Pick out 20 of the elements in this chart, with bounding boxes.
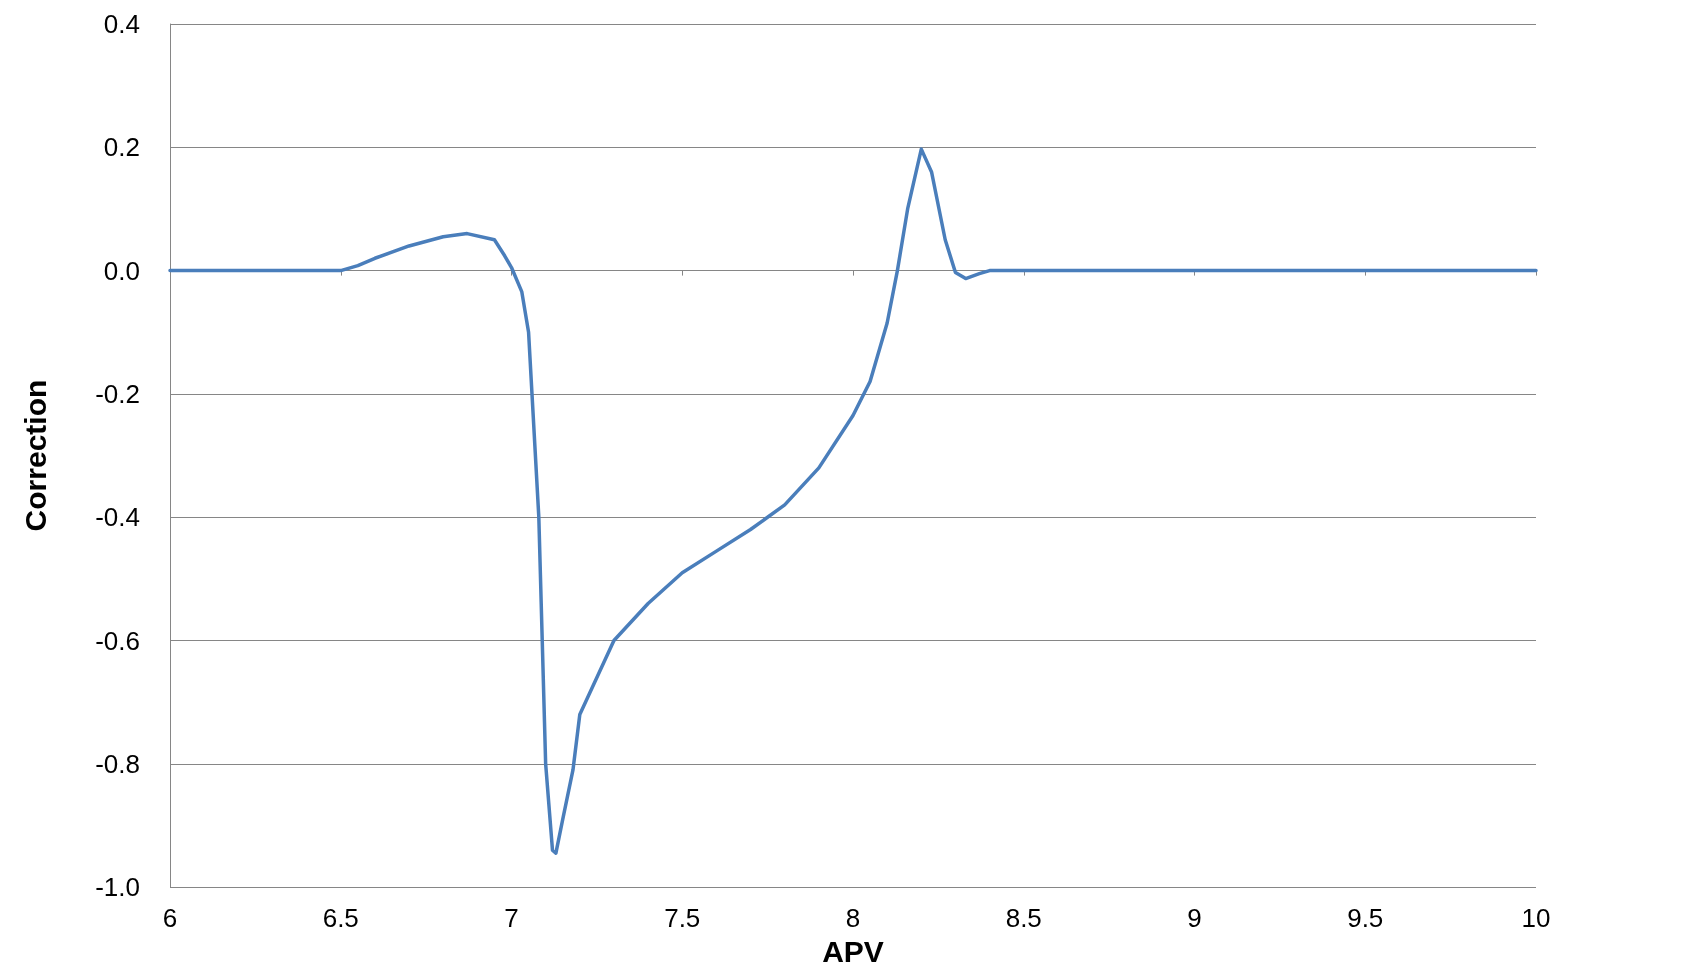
y-axis-title: Correction <box>18 379 52 532</box>
y-tick-label: -0.4 <box>95 502 140 533</box>
y-tick-label: -1.0 <box>95 872 140 903</box>
x-tick-label: 6.5 <box>322 903 359 934</box>
y-tick-label: -0.6 <box>95 625 140 656</box>
x-tick-label: 7.5 <box>664 903 701 934</box>
y-tick-label: 0.2 <box>103 132 140 163</box>
x-tick-label: 10 <box>1521 903 1551 934</box>
x-tick-label: 7 <box>504 903 519 934</box>
y-tick-label: -0.2 <box>95 378 140 409</box>
y-tick-label: 0.0 <box>103 255 140 286</box>
x-tick-label: 8 <box>845 903 861 934</box>
line-series <box>168 147 1538 855</box>
x-tick-label: 9.5 <box>1347 903 1384 934</box>
x-axis-title: APV <box>822 934 884 968</box>
x-tick-label: 8.5 <box>1005 903 1042 934</box>
x-tick-label: 9 <box>1187 903 1202 934</box>
x-tick-label: 6 <box>162 903 178 934</box>
y-tick-label: -0.8 <box>95 748 140 779</box>
y-tick-label: 0.4 <box>103 9 140 39</box>
